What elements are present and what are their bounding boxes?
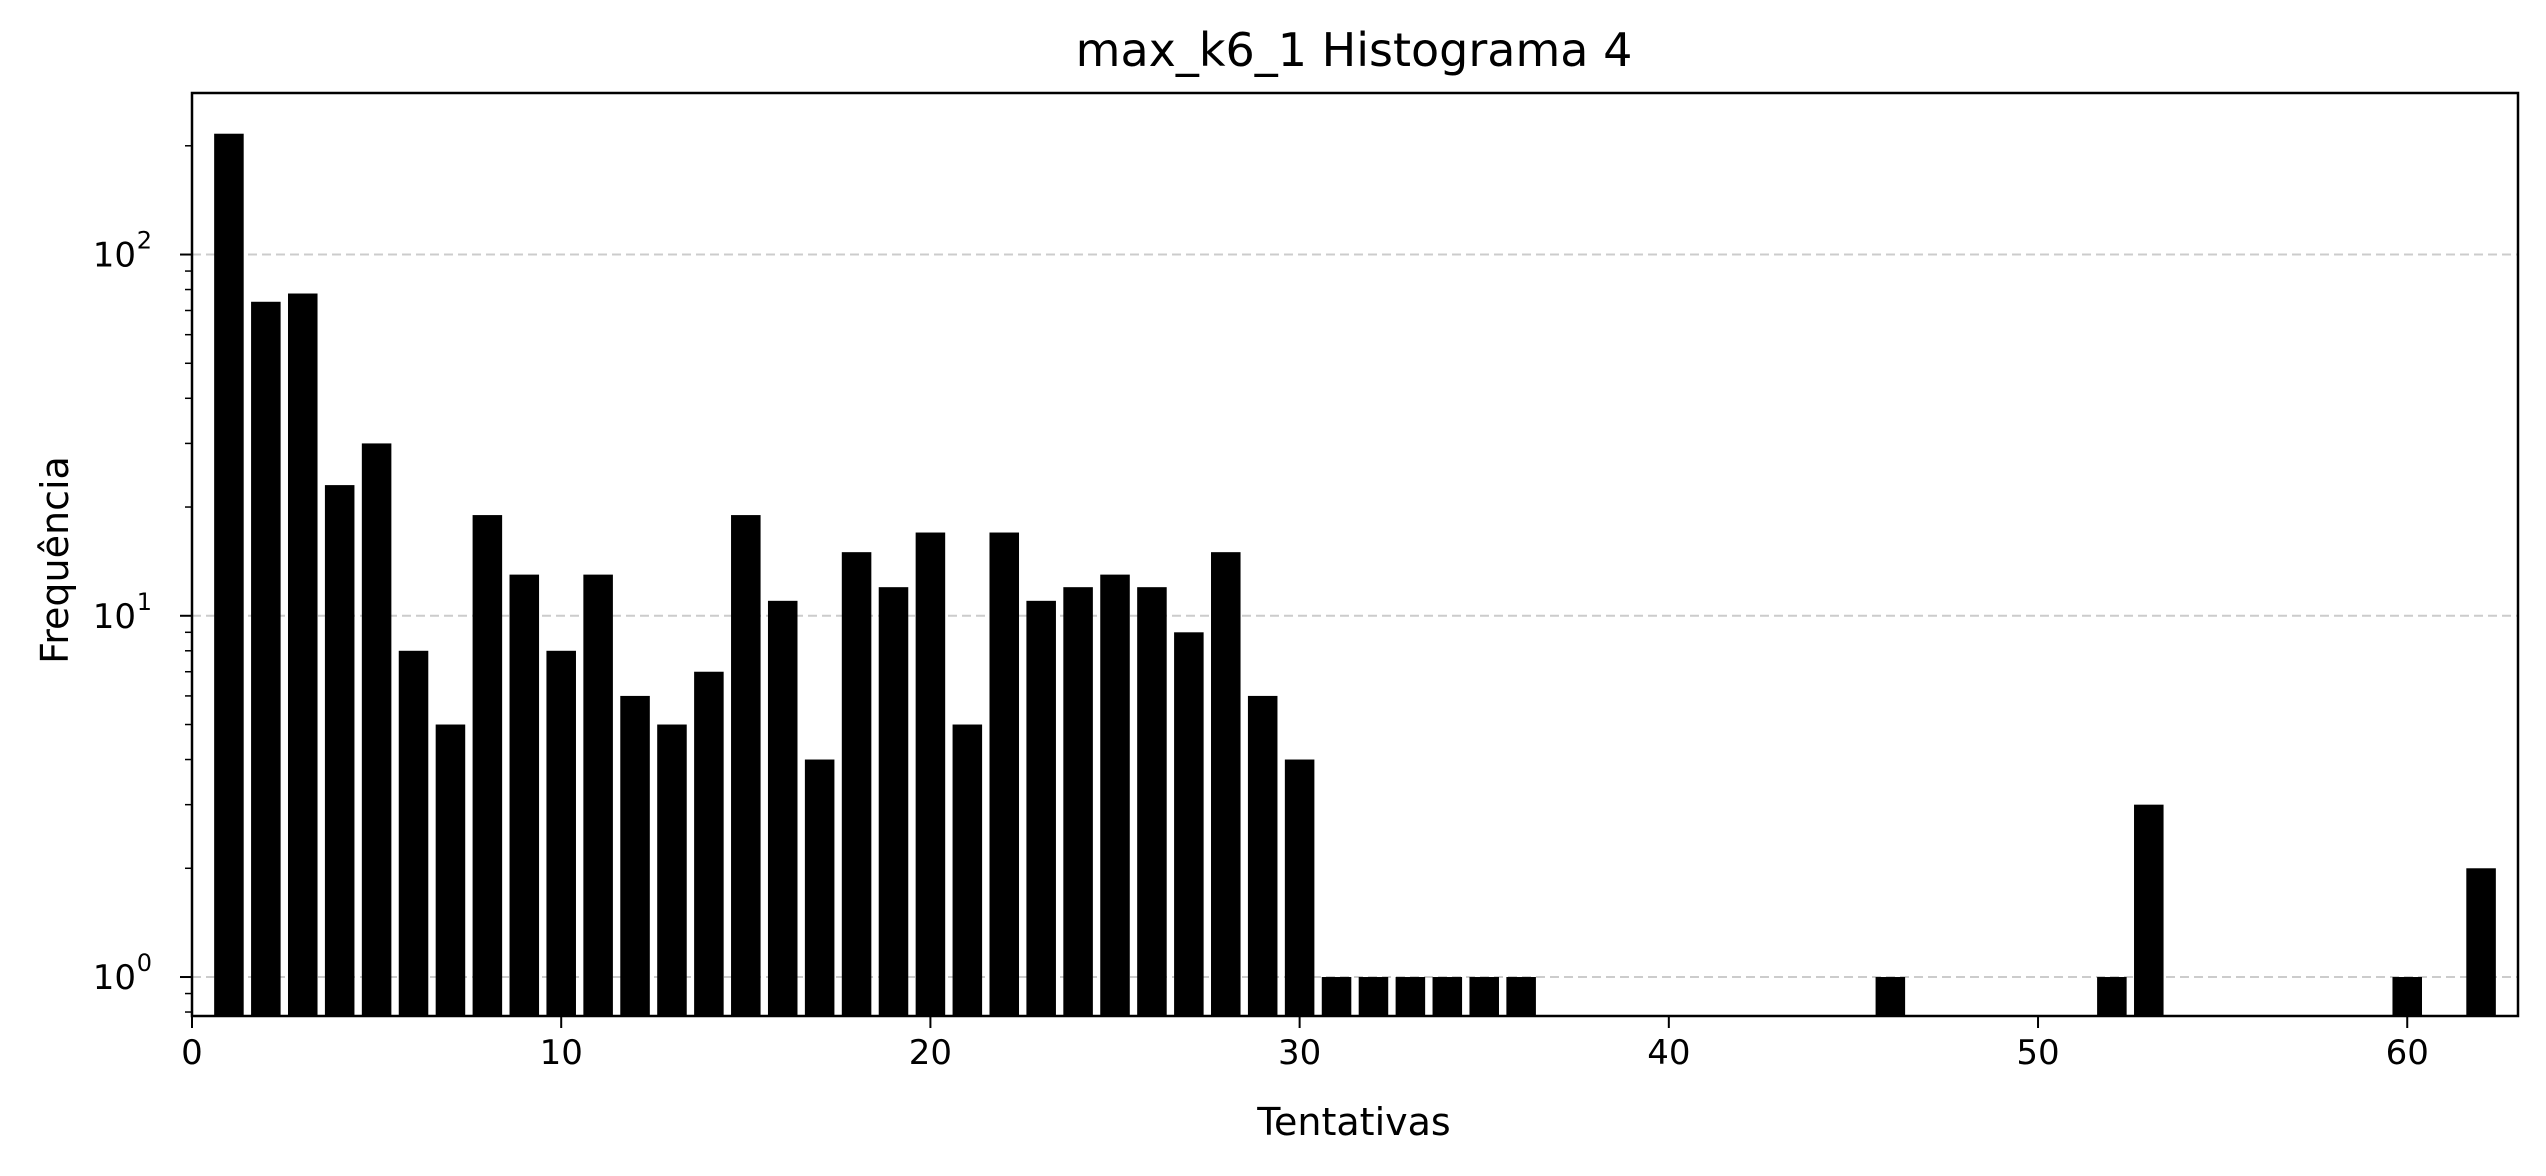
y-tick-label-exponent-2: 2 (137, 227, 152, 255)
bars (214, 133, 2496, 1017)
bar-10 (546, 650, 576, 1016)
bar-6 (398, 650, 429, 1016)
y-tick-label-exponent-0: 0 (137, 949, 152, 977)
bar-32 (1358, 977, 1389, 1016)
bar-26 (1137, 587, 1167, 1016)
bar-3 (287, 293, 318, 1016)
x-tick-label-3: 30 (1278, 1033, 1321, 1073)
bar-11 (583, 574, 613, 1016)
bar-14 (694, 671, 724, 1016)
x-tick-label-4: 40 (1647, 1033, 1690, 1073)
y-axis-label: Frequência (33, 456, 77, 664)
bar-27 (1174, 632, 1204, 1016)
bar-22 (989, 532, 1020, 1016)
bar-46 (1875, 977, 1906, 1016)
bar-2 (251, 301, 281, 1017)
bar-62 (2466, 868, 2496, 1016)
bar-18 (841, 552, 872, 1016)
bar-29 (1247, 695, 1278, 1016)
bar-35 (1469, 977, 1499, 1016)
bar-25 (1100, 574, 1130, 1016)
bar-53 (2134, 804, 2164, 1016)
bar-36 (1506, 977, 1536, 1016)
bar-33 (1395, 977, 1426, 1016)
bar-19 (878, 587, 909, 1016)
bar-21 (952, 724, 983, 1016)
bar-1 (214, 133, 244, 1016)
y-tick-label-exponent-1: 1 (137, 588, 152, 616)
x-tick-label-6: 60 (2386, 1033, 2429, 1073)
bar-12 (620, 695, 650, 1016)
bar-30 (1284, 759, 1315, 1016)
bar-52 (2097, 977, 2127, 1016)
bar-23 (1026, 600, 1056, 1016)
bar-13 (657, 724, 687, 1016)
chart-title: max_k6_1 Histograma 4 (1076, 23, 1633, 77)
bar-17 (804, 759, 835, 1016)
bar-5 (361, 443, 392, 1017)
bar-34 (1432, 977, 1463, 1016)
bar-4 (324, 485, 355, 1016)
bar-15 (731, 515, 761, 1016)
plot-frame (190, 91, 2520, 1018)
x-tick-label-2: 20 (909, 1033, 952, 1073)
x-tick-label-5: 50 (2016, 1033, 2059, 1073)
bar-8 (472, 515, 503, 1016)
gridlines (192, 253, 2518, 979)
y-tick-label-2: 10 (93, 236, 136, 276)
x-axis-label: Tentativas (1256, 1100, 1450, 1144)
x-tick-label-0: 0 (181, 1033, 203, 1073)
y-tick-label-1: 10 (93, 597, 136, 637)
y-tick-label-0: 10 (93, 958, 136, 998)
bar-60 (2392, 977, 2423, 1016)
bar-31 (1321, 977, 1352, 1016)
bar-20 (915, 532, 946, 1016)
bar-16 (767, 600, 798, 1016)
bar-9 (509, 574, 540, 1016)
bar-24 (1063, 587, 1093, 1016)
bar-28 (1211, 552, 1241, 1016)
x-tick-label-1: 10 (540, 1033, 583, 1073)
bar-7 (435, 724, 466, 1016)
